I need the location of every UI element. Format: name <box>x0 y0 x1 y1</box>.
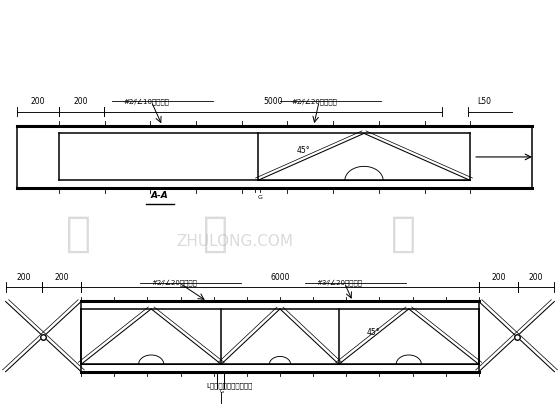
Text: A-A: A-A <box>151 191 169 200</box>
Text: G: G <box>258 195 263 200</box>
Text: #2⁄∕∠10横向箋筋: #2⁄∕∠10横向箋筋 <box>123 98 169 104</box>
Text: 45°: 45° <box>297 146 310 155</box>
Text: L型角钉与箋筋之间间距: L型角钉与箋筋之间间距 <box>207 383 253 389</box>
Text: 籠: 籠 <box>203 212 228 254</box>
Text: G: G <box>220 389 225 394</box>
Text: 200: 200 <box>74 97 88 106</box>
Text: #3⁄∕∠20斥向箋筋: #3⁄∕∠20斥向箋筋 <box>316 280 362 286</box>
Text: 45°: 45° <box>367 328 380 337</box>
Text: 網: 網 <box>391 212 416 254</box>
Text: 5000: 5000 <box>263 97 283 106</box>
Text: 200: 200 <box>529 273 543 282</box>
Text: 200: 200 <box>31 97 45 106</box>
Text: 200: 200 <box>17 273 31 282</box>
Text: 6000: 6000 <box>270 273 290 282</box>
Text: 200: 200 <box>491 273 506 282</box>
Text: ZHULONG.COM: ZHULONG.COM <box>177 234 293 249</box>
Text: #2⁄∕∠20斥向箋筋: #2⁄∕∠20斥向箋筋 <box>291 98 337 104</box>
Text: 筑: 筑 <box>66 212 91 254</box>
Text: #2⁄∕∠20横向箋筋: #2⁄∕∠20横向箋筋 <box>151 280 197 286</box>
Text: L50: L50 <box>477 97 492 106</box>
Text: 200: 200 <box>54 273 69 282</box>
